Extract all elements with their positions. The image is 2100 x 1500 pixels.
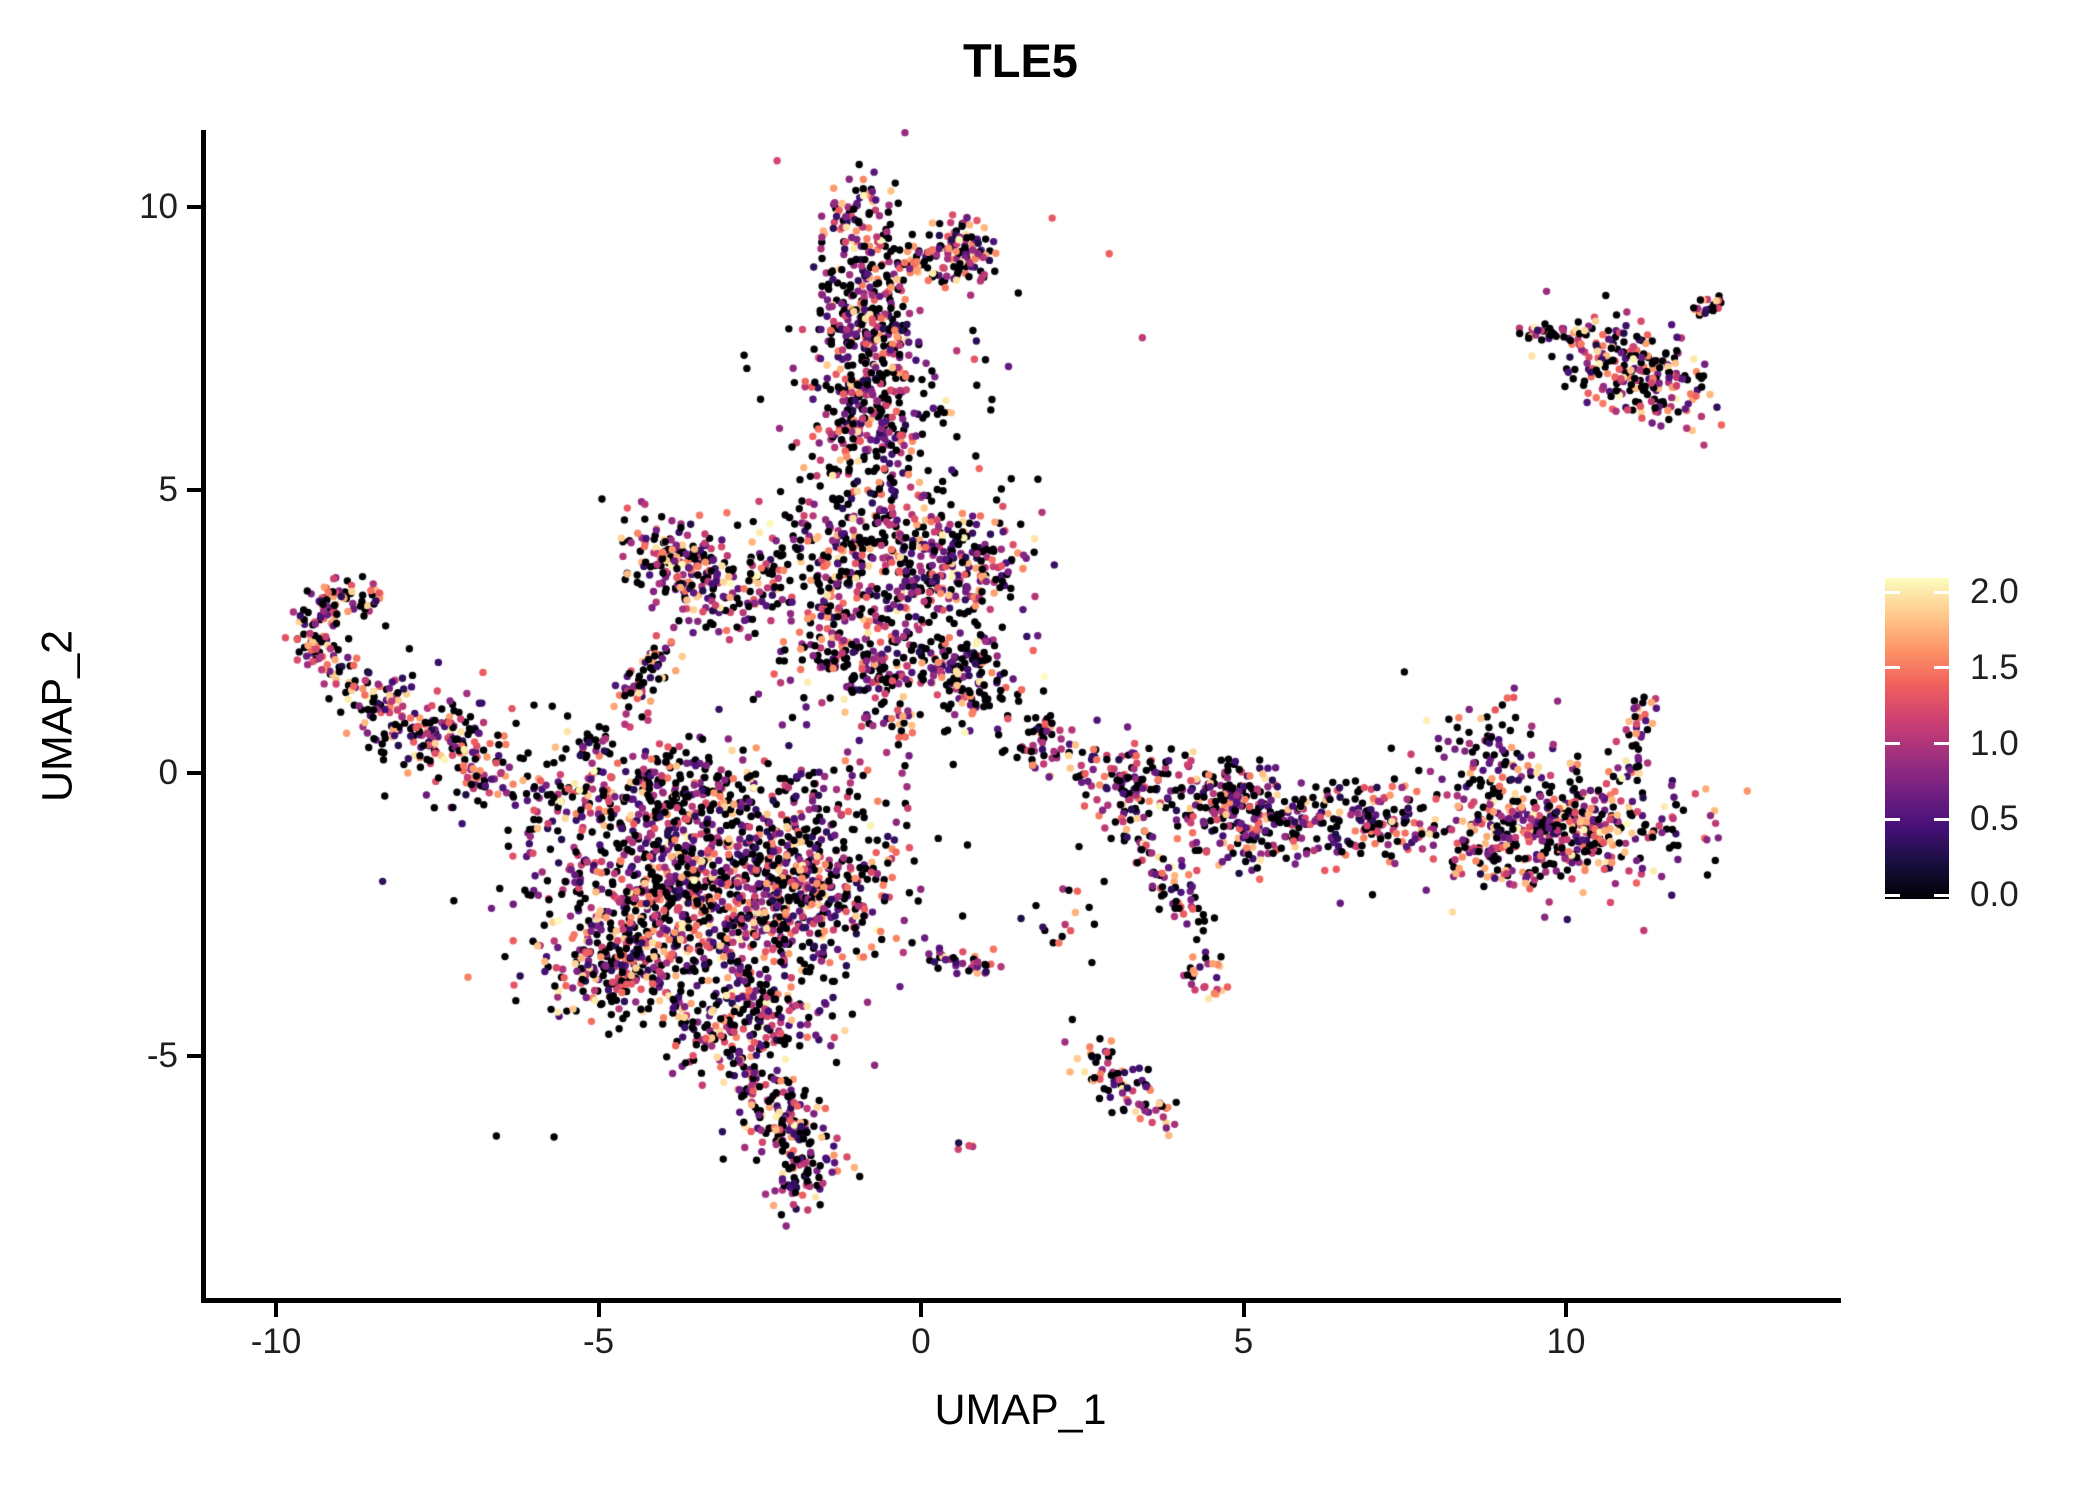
colorbar-tick-mark — [1934, 742, 1949, 745]
y-axis-line — [201, 130, 206, 1302]
colorbar-tick-mark — [1934, 666, 1949, 670]
y-tick-mark — [187, 771, 201, 775]
colorbar-tick-mark — [1885, 666, 1900, 670]
colorbar-tick-label: 2.0 — [1970, 572, 2019, 611]
colorbar-tick-mark — [1885, 590, 1900, 594]
x-tick-label: 0 — [911, 1322, 931, 1361]
colorbar-tick-mark — [1934, 893, 1949, 897]
colorbar-tick-label: 0.0 — [1970, 875, 2019, 914]
y-axis-title: UMAP_2 — [33, 629, 82, 803]
x-axis-line — [201, 1298, 1841, 1303]
x-tick-label: 10 — [1546, 1322, 1586, 1361]
y-tick-mark — [187, 488, 201, 492]
y-tick-label: 0 — [158, 753, 178, 792]
colorbar-tick-mark — [1934, 590, 1949, 594]
x-tick-label: -5 — [582, 1322, 615, 1361]
x-tick-mark — [274, 1303, 278, 1317]
x-tick-label: 5 — [1233, 1322, 1254, 1361]
y-tick-label: 10 — [139, 187, 178, 226]
y-tick-label: 5 — [158, 470, 178, 509]
plot-title: TLE5 — [963, 34, 1078, 87]
x-tick-mark — [1564, 1303, 1568, 1317]
colorbar-tick-label: 1.5 — [1970, 647, 2019, 687]
x-axis-title: UMAP_1 — [934, 1386, 1107, 1434]
y-tick-label: -5 — [146, 1036, 178, 1075]
colorbar-gradient — [1885, 578, 1949, 899]
y-tick-mark — [187, 1054, 201, 1058]
x-tick-mark — [596, 1303, 601, 1317]
colorbar-tick-mark — [1934, 817, 1949, 821]
colorbar-tick-mark — [1885, 817, 1900, 821]
x-tick-label: -10 — [250, 1322, 302, 1361]
y-tick-mark — [187, 205, 201, 209]
x-tick-mark — [1241, 1303, 1246, 1317]
colorbar-tick-label: 0.5 — [1970, 799, 2019, 839]
colorbar-tick-label: 1.0 — [1970, 723, 2019, 763]
x-tick-mark — [919, 1303, 923, 1317]
colorbar-tick-mark — [1885, 893, 1900, 897]
colorbar-tick-mark — [1885, 742, 1900, 745]
